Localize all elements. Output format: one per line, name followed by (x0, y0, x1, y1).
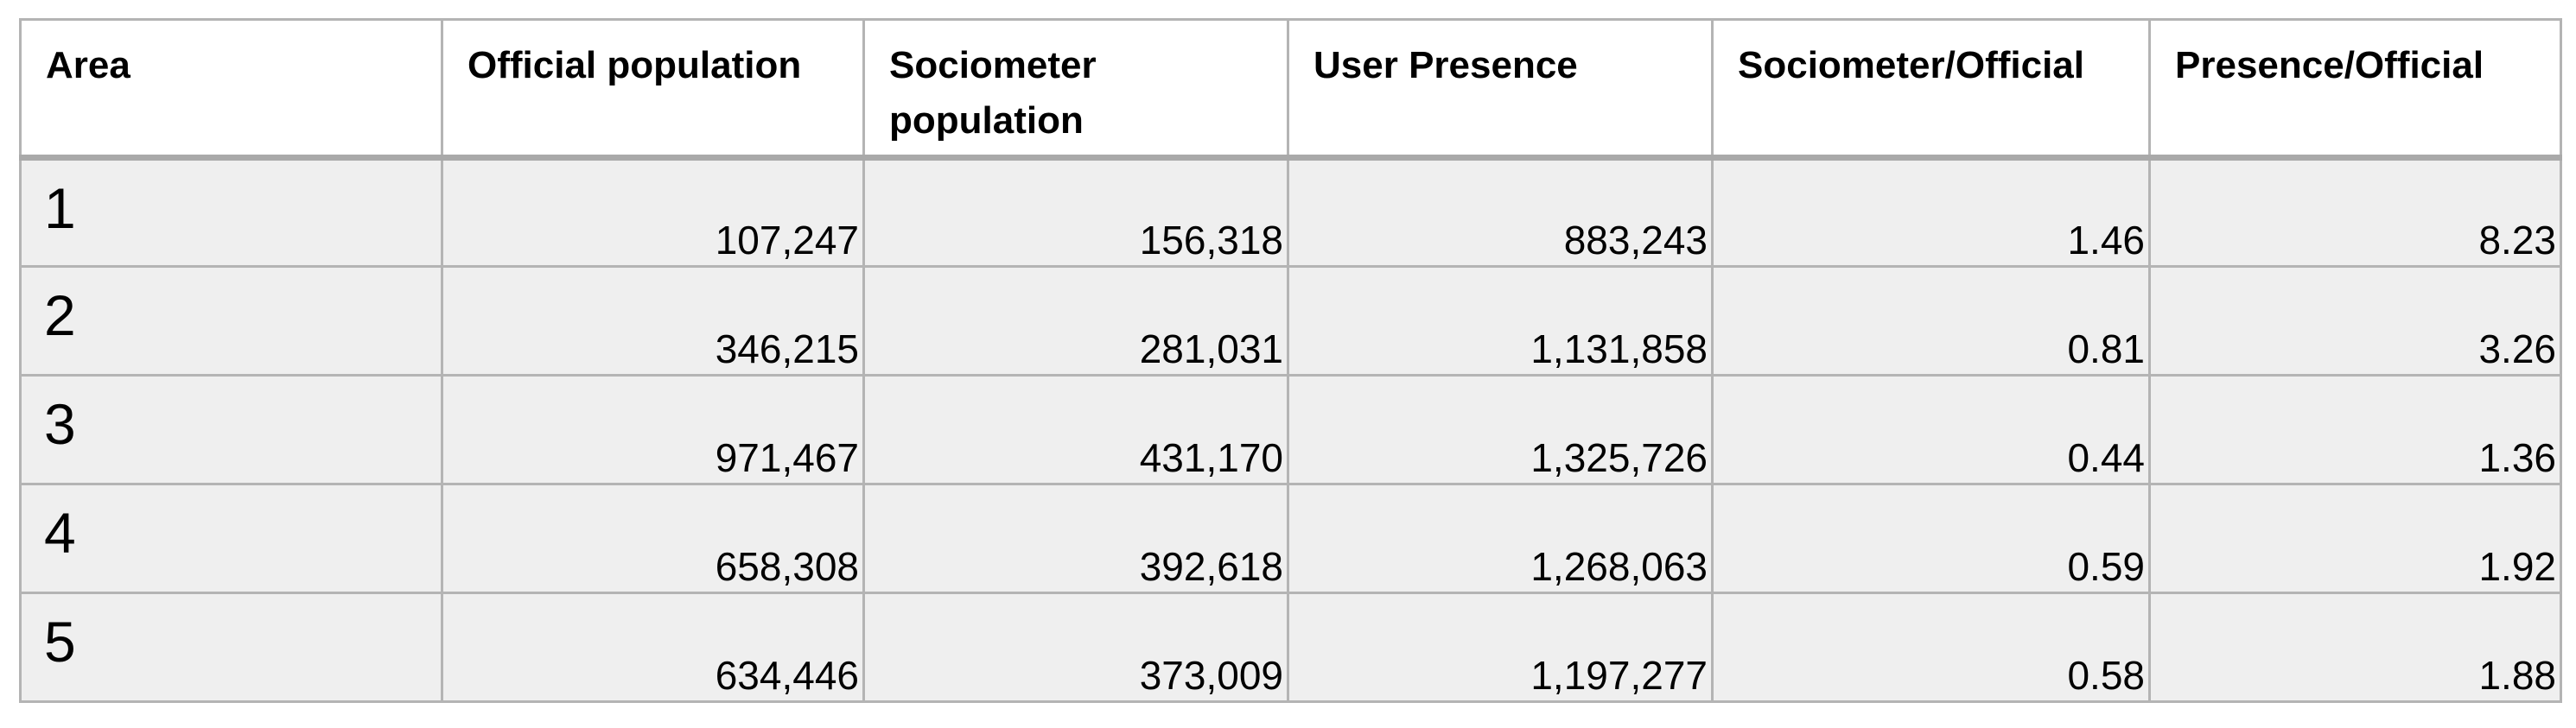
cell-sociometer-population: 373,009 (862, 592, 1289, 703)
cell-sociometer-official: 0.44 (1711, 374, 2151, 485)
cell-area: 4 (19, 483, 443, 594)
cell-presence-official: 1.88 (2148, 592, 2562, 703)
cell-sociometer-population: 431,170 (862, 374, 1289, 485)
cell-user-presence: 1,197,277 (1287, 592, 1714, 703)
cell-presence-official: 1.36 (2148, 374, 2562, 485)
table-row: 5 634,446 373,009 1,197,277 0.58 1.88 (19, 592, 2562, 703)
cell-presence-official: 1.92 (2148, 483, 2562, 594)
cell-user-presence: 1,325,726 (1287, 374, 1714, 485)
cell-user-presence: 883,243 (1287, 156, 1714, 268)
cell-user-presence: 1,131,858 (1287, 265, 1714, 377)
table-row: 1 107,247 156,318 883,243 1.46 8.23 (19, 156, 2562, 268)
header-row: Area Official population Sociometer popu… (19, 18, 2562, 161)
cell-sociometer-official: 0.59 (1711, 483, 2151, 594)
cell-official-population: 634,446 (441, 592, 865, 703)
table-header: Area Official population Sociometer popu… (19, 18, 2562, 161)
cell-official-population: 346,215 (441, 265, 865, 377)
cell-presence-official: 8.23 (2148, 156, 2562, 268)
cell-official-population: 658,308 (441, 483, 865, 594)
cell-sociometer-official: 0.81 (1711, 265, 2151, 377)
table-row: 3 971,467 431,170 1,325,726 0.44 1.36 (19, 374, 2562, 485)
cell-area: 2 (19, 265, 443, 377)
cell-official-population: 971,467 (441, 374, 865, 485)
cell-area: 1 (19, 156, 443, 268)
cell-sociometer-population: 156,318 (862, 156, 1289, 268)
column-header-sociometer-population: Sociometer population (862, 18, 1289, 161)
cell-user-presence: 1,268,063 (1287, 483, 1714, 594)
cell-presence-official: 3.26 (2148, 265, 2562, 377)
cell-area: 5 (19, 592, 443, 703)
cell-sociometer-official: 1.46 (1711, 156, 2151, 268)
cell-sociometer-population: 392,618 (862, 483, 1289, 594)
cell-sociometer-population: 281,031 (862, 265, 1289, 377)
column-header-official-population: Official population (441, 18, 865, 161)
population-table-container: Area Official population Sociometer popu… (19, 18, 2562, 703)
column-header-presence-official: Presence/Official (2148, 18, 2562, 161)
column-header-sociometer-official: Sociometer/Official (1711, 18, 2151, 161)
cell-official-population: 107,247 (441, 156, 865, 268)
table-body: 1 107,247 156,318 883,243 1.46 8.23 2 34… (19, 156, 2562, 703)
population-table: Area Official population Sociometer popu… (19, 18, 2562, 703)
table-row: 2 346,215 281,031 1,131,858 0.81 3.26 (19, 265, 2562, 377)
column-header-area: Area (19, 18, 443, 161)
cell-sociometer-official: 0.58 (1711, 592, 2151, 703)
cell-area: 3 (19, 374, 443, 485)
table-row: 4 658,308 392,618 1,268,063 0.59 1.92 (19, 483, 2562, 594)
column-header-user-presence: User Presence (1287, 18, 1714, 161)
